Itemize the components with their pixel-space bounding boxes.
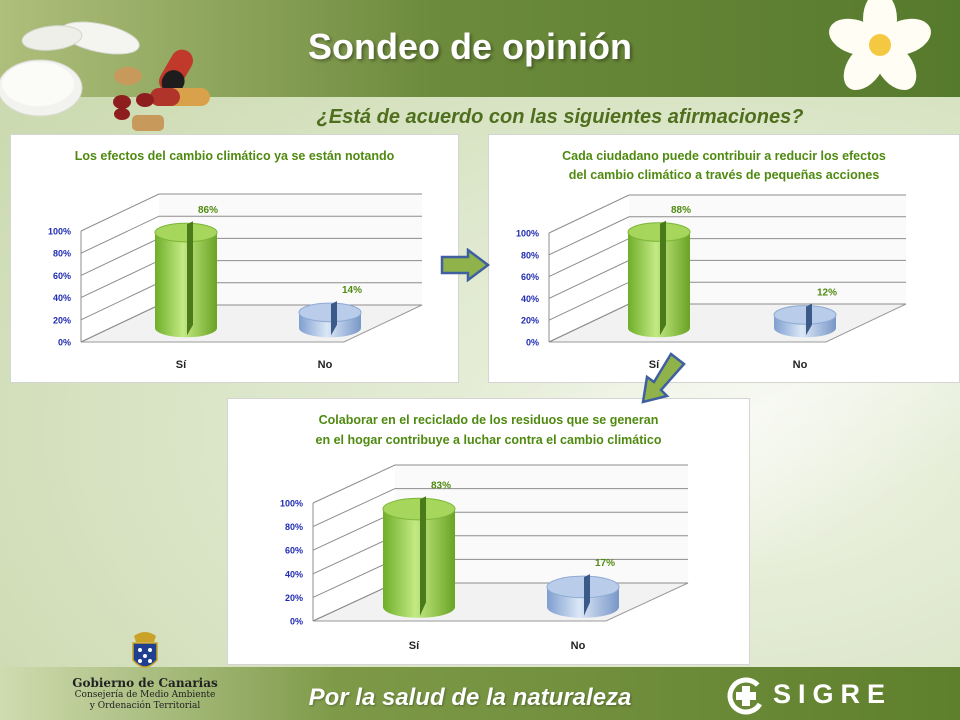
data-label: 83% (431, 480, 451, 491)
bar-slice (660, 220, 666, 336)
chart-title: Colaborar en el reciclado de los residuo… (319, 413, 659, 427)
y-tick-label: 20% (53, 315, 71, 325)
data-label: 86% (198, 205, 218, 216)
bar-top (382, 497, 456, 521)
y-tick-label: 100% (48, 227, 71, 237)
bar-Sí (154, 221, 218, 338)
bar-top (298, 302, 362, 323)
chart-panel-2: Cada ciudadano puede contribuir a reduci… (488, 134, 960, 383)
arrow-down-left-icon (641, 352, 686, 404)
chart-floor (80, 304, 423, 343)
bar-top (154, 222, 218, 243)
y-tick-label: 0% (526, 338, 539, 348)
chart-2: Cada ciudadano puede contribuir a reduci… (516, 149, 907, 371)
gridline (80, 193, 422, 232)
bar-top (546, 575, 620, 599)
chart-3: Colaborar en el reciclado de los residuo… (280, 413, 689, 652)
bar-body (628, 232, 690, 338)
y-tick-label: 0% (290, 617, 303, 627)
gridline (80, 215, 422, 254)
flower-image (829, 0, 931, 91)
bar-slice (806, 303, 812, 336)
footer-slogan: Por la salud de la naturaleza (308, 684, 632, 711)
chart-back-wall (629, 195, 906, 304)
gridline (548, 194, 906, 234)
y-tick-label: 40% (53, 293, 71, 303)
y-tick-label: 60% (521, 272, 539, 282)
bar-top (773, 305, 837, 325)
gobierno-dept-line2: y Ordenación Territorial (89, 701, 201, 711)
footer-banner (0, 667, 960, 720)
bar-Sí (627, 220, 691, 338)
chart-panel-1: Los efectos del cambio climático ya se e… (10, 134, 459, 383)
category-label: No (318, 359, 333, 371)
category-label: No (571, 640, 586, 652)
data-label: 88% (671, 205, 691, 216)
y-tick-label: 80% (521, 250, 539, 260)
gobierno-canarias-logo: Gobierno de Canarias Consejería de Medio… (60, 628, 230, 712)
chart-back-wall (395, 465, 688, 583)
chart-title: Cada ciudadano puede contribuir a reduci… (562, 149, 886, 163)
chart-floor (548, 303, 907, 343)
sigre-logo: SIGRE (725, 676, 895, 716)
arrow-right-icon (440, 248, 491, 282)
y-tick-label: 0% (58, 338, 71, 348)
bar-No (546, 574, 620, 618)
bar-slice (331, 301, 337, 336)
gridline (548, 216, 906, 256)
gobierno-dept-line1: Consejería de Medio Ambiente (74, 690, 216, 700)
chart-title: Los efectos del cambio climático ya se e… (75, 149, 395, 163)
y-tick-label: 100% (516, 229, 539, 239)
bar-slice (420, 496, 426, 616)
bar-Sí (382, 496, 456, 618)
coat-of-arms-icon (132, 632, 158, 668)
bar-No (773, 303, 837, 338)
bar-slice (187, 221, 193, 336)
bar-slice (584, 574, 590, 616)
y-tick-label: 100% (280, 499, 303, 509)
chart-floor (312, 582, 689, 622)
bar-No (298, 301, 362, 338)
data-label: 17% (595, 558, 615, 569)
y-tick-label: 40% (285, 569, 303, 579)
gridline (312, 488, 688, 528)
chart-title: del cambio climático a través de pequeña… (569, 168, 880, 182)
slide-subtitle: ¿Está de acuerdo con las siguientes afir… (316, 106, 804, 128)
slide-title: Sondeo de opinión (308, 26, 632, 67)
data-label: 12% (817, 288, 837, 299)
y-tick-label: 20% (521, 316, 539, 326)
category-label: Sí (649, 359, 660, 371)
y-tick-label: 60% (285, 546, 303, 556)
y-tick-label: 60% (53, 271, 71, 281)
y-tick-label: 80% (285, 522, 303, 532)
data-label: 14% (342, 285, 362, 296)
category-label: Sí (176, 359, 187, 371)
gridline (312, 464, 688, 504)
pills-image (0, 21, 210, 131)
chart-title: en el hogar contribuye a luchar contra e… (316, 433, 662, 447)
chart-back-wall (159, 194, 422, 305)
bar-body (383, 509, 455, 618)
sigre-cross-icon (727, 677, 765, 715)
bar-top (627, 222, 691, 242)
sigre-wordmark: SIGRE (773, 679, 893, 709)
gobierno-name: Gobierno de Canarias (72, 676, 218, 690)
chart-panel-3: Colaborar en el reciclado de los residuo… (227, 398, 750, 665)
chart-1: Los efectos del cambio climático ya se e… (48, 149, 423, 371)
y-tick-label: 80% (53, 249, 71, 259)
y-tick-label: 20% (285, 593, 303, 603)
y-tick-label: 40% (521, 294, 539, 304)
bar-body (155, 232, 217, 338)
category-label: Sí (409, 640, 420, 652)
category-label: No (793, 359, 808, 371)
